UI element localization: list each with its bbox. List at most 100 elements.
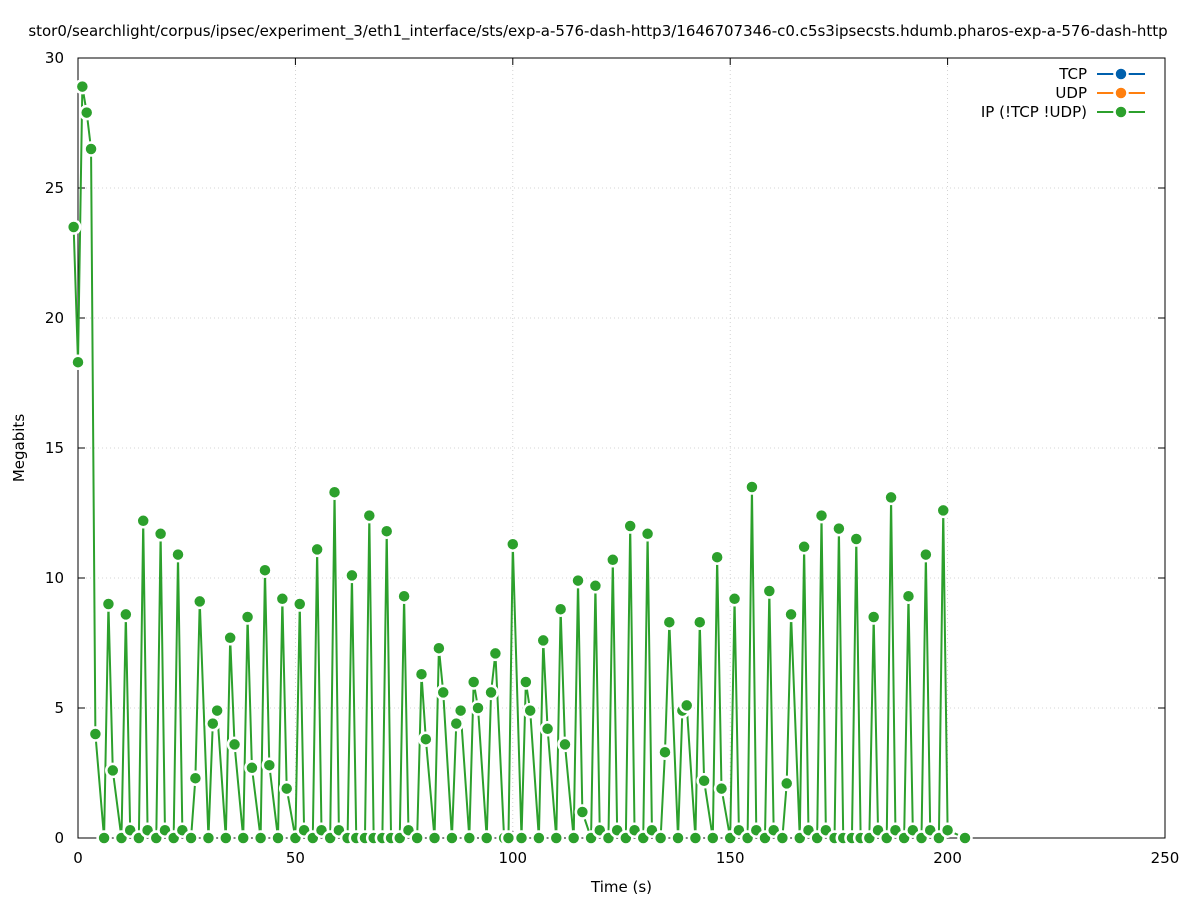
- data-point: [461, 830, 478, 846]
- data-point: [378, 523, 395, 539]
- data-point: [539, 721, 556, 737]
- data-point: [813, 507, 830, 524]
- data-point: [500, 830, 517, 846]
- x-tick-label: 100: [498, 849, 527, 867]
- data-point: [935, 502, 952, 519]
- y-tick-label: 30: [45, 49, 64, 67]
- data-point: [465, 674, 482, 690]
- data-point: [783, 606, 799, 623]
- data-point: [535, 632, 551, 649]
- data-point: [96, 830, 112, 846]
- data-point: [452, 702, 469, 719]
- data-point: [778, 775, 795, 792]
- data-point: [570, 572, 586, 589]
- data-point: [70, 354, 86, 370]
- data-point: [605, 552, 621, 568]
- x-tick-label: 0: [73, 849, 83, 867]
- axis-ticks: 0 50 100 150 200 250 0 5 10 15 20 25 30: [45, 49, 1179, 867]
- data-point: [744, 479, 760, 495]
- data-point: [574, 804, 591, 820]
- y-axis-title: Megabits: [10, 414, 28, 482]
- data-point: [105, 762, 121, 779]
- data-point: [531, 830, 547, 846]
- data-point: [692, 614, 708, 630]
- data-point: [278, 780, 295, 797]
- data-point: [291, 596, 308, 612]
- data-point: [222, 630, 238, 646]
- series-2: [65, 78, 973, 846]
- data-point: [652, 830, 669, 846]
- data-point: [796, 539, 812, 555]
- data-point: [200, 830, 217, 846]
- x-tick-label: 200: [933, 849, 962, 867]
- data-point: [670, 830, 686, 846]
- data-point: [518, 674, 534, 690]
- legend-swatch-marker: [1113, 66, 1129, 82]
- data-point: [309, 541, 325, 558]
- data-point: [435, 684, 451, 701]
- data-point: [118, 606, 134, 623]
- data-point: [661, 614, 678, 630]
- data-point: [448, 715, 465, 732]
- data-point: [135, 513, 151, 529]
- data-point: [883, 489, 899, 506]
- legend-swatch-marker: [1113, 85, 1129, 101]
- data-point: [444, 830, 460, 846]
- data-point: [639, 526, 656, 542]
- data-point: [218, 830, 234, 846]
- data-point: [470, 700, 486, 716]
- data-point: [83, 141, 99, 157]
- x-tick-label: 50: [286, 849, 305, 867]
- data-point: [831, 520, 847, 537]
- data-point: [78, 104, 95, 121]
- data-point: [513, 830, 530, 846]
- y-tick-label: 15: [45, 439, 64, 457]
- data-point: [431, 640, 447, 656]
- data-point: [226, 736, 243, 753]
- data-point: [239, 609, 256, 625]
- data-point: [918, 546, 934, 563]
- data-point: [235, 830, 251, 846]
- data-point: [774, 830, 791, 846]
- y-tick-label: 10: [45, 569, 64, 587]
- x-tick-label: 150: [716, 849, 745, 867]
- grid: [77, 57, 1166, 839]
- data-point: [622, 518, 638, 534]
- data-point: [761, 583, 778, 599]
- data-point: [74, 78, 91, 95]
- x-tick-label: 250: [1151, 849, 1180, 867]
- chart-title: stor0/searchlight/corpus/ipsec/experimen…: [28, 22, 1167, 41]
- y-tick-label: 20: [45, 309, 64, 327]
- data-point: [244, 760, 260, 776]
- data-point: [183, 830, 199, 846]
- data-point: [413, 666, 430, 682]
- y-tick-label: 5: [54, 699, 64, 717]
- data-point: [522, 702, 538, 719]
- data-point: [483, 684, 499, 701]
- data-point: [426, 830, 443, 846]
- data-point: [261, 757, 278, 773]
- data-point: [939, 822, 956, 838]
- data-point: [709, 549, 725, 565]
- data-point: [344, 567, 360, 584]
- series-layer: [65, 78, 973, 846]
- data-point: [361, 507, 378, 524]
- data-point: [326, 484, 343, 500]
- data-point: [396, 588, 412, 604]
- data-point: [505, 536, 521, 552]
- legend-label: IP (!TCP !UDP): [981, 103, 1087, 121]
- data-point: [705, 830, 721, 846]
- data-point: [187, 770, 204, 786]
- data-point: [548, 830, 565, 846]
- data-point: [274, 591, 291, 607]
- data-point: [900, 588, 917, 604]
- data-point: [65, 219, 82, 235]
- data-point: [152, 526, 169, 542]
- data-point: [587, 578, 604, 594]
- legend-label: TCP: [1058, 65, 1087, 83]
- data-point: [957, 830, 973, 846]
- data-point: [478, 830, 495, 846]
- data-point: [552, 601, 569, 617]
- data-point: [865, 609, 882, 625]
